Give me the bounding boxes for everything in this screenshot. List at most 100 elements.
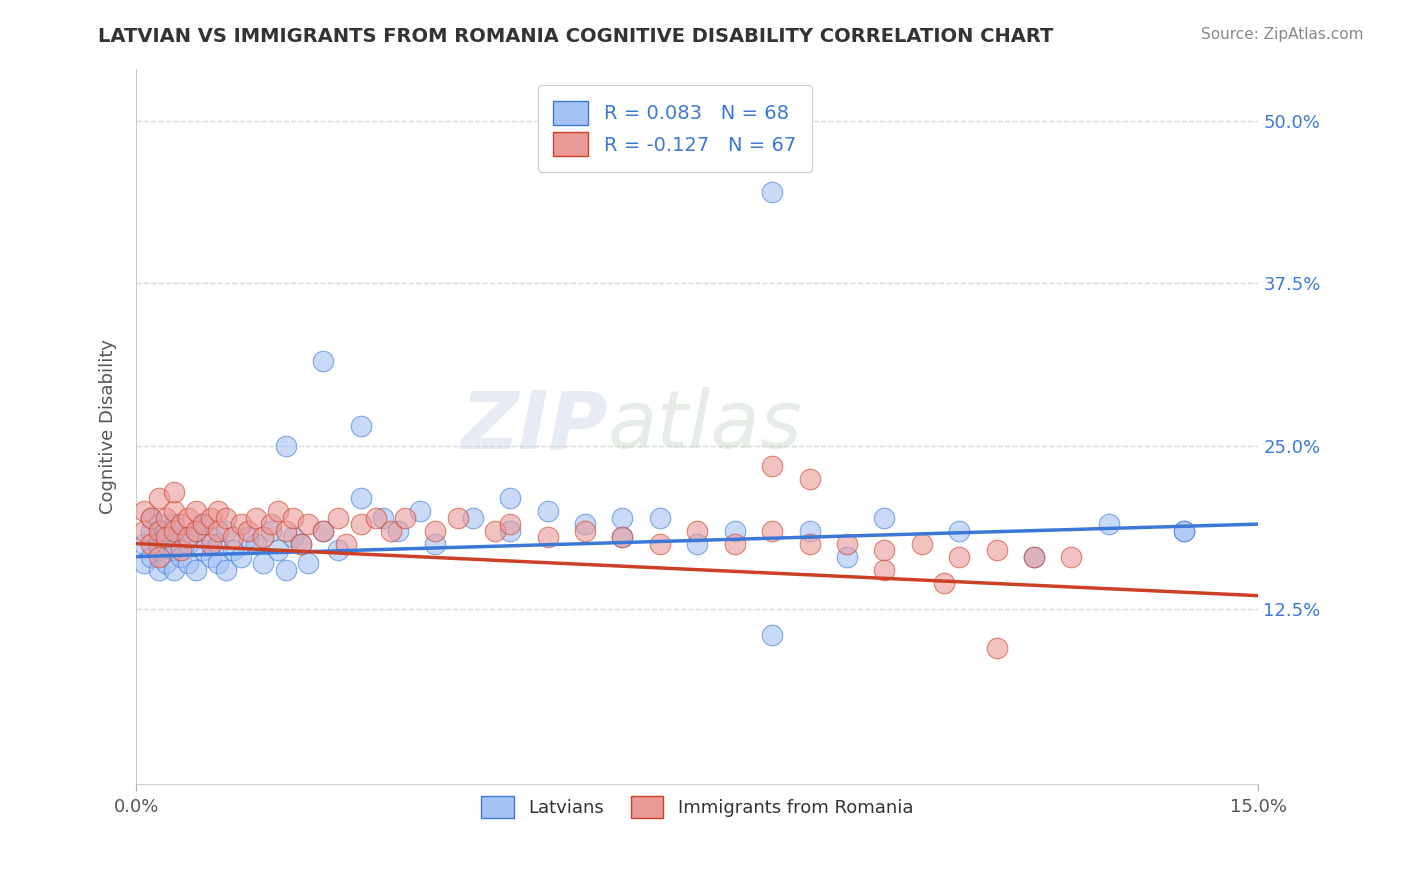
- Point: [724, 536, 747, 550]
- Point: [139, 510, 162, 524]
- Point: [215, 524, 238, 538]
- Legend: Latvians, Immigrants from Romania: Latvians, Immigrants from Romania: [474, 789, 921, 825]
- Point: [297, 556, 319, 570]
- Point: [934, 575, 956, 590]
- Point: [139, 536, 162, 550]
- Point: [207, 524, 229, 538]
- Point: [499, 491, 522, 505]
- Point: [326, 510, 349, 524]
- Point: [148, 491, 170, 505]
- Point: [245, 536, 267, 550]
- Point: [139, 510, 162, 524]
- Point: [761, 185, 783, 199]
- Y-axis label: Cognitive Disability: Cognitive Disability: [100, 339, 117, 514]
- Point: [267, 543, 290, 558]
- Point: [162, 504, 184, 518]
- Point: [1022, 549, 1045, 564]
- Point: [260, 517, 283, 532]
- Point: [222, 530, 245, 544]
- Point: [873, 543, 896, 558]
- Point: [873, 510, 896, 524]
- Point: [148, 549, 170, 564]
- Point: [447, 510, 470, 524]
- Point: [1173, 524, 1195, 538]
- Point: [155, 510, 177, 524]
- Point: [170, 530, 193, 544]
- Point: [245, 510, 267, 524]
- Point: [911, 536, 934, 550]
- Point: [986, 543, 1008, 558]
- Point: [761, 458, 783, 473]
- Text: atlas: atlas: [607, 387, 803, 466]
- Point: [686, 524, 709, 538]
- Point: [724, 524, 747, 538]
- Point: [132, 504, 155, 518]
- Point: [162, 543, 184, 558]
- Point: [290, 536, 312, 550]
- Point: [335, 536, 357, 550]
- Point: [252, 530, 274, 544]
- Point: [193, 517, 215, 532]
- Point: [148, 563, 170, 577]
- Point: [260, 524, 283, 538]
- Point: [170, 517, 193, 532]
- Point: [177, 510, 200, 524]
- Point: [155, 530, 177, 544]
- Point: [1098, 517, 1121, 532]
- Point: [326, 543, 349, 558]
- Point: [1022, 549, 1045, 564]
- Point: [155, 536, 177, 550]
- Point: [394, 510, 416, 524]
- Point: [162, 484, 184, 499]
- Point: [835, 536, 858, 550]
- Point: [425, 536, 447, 550]
- Point: [387, 524, 409, 538]
- Point: [229, 517, 252, 532]
- Point: [148, 524, 170, 538]
- Point: [132, 556, 155, 570]
- Point: [229, 549, 252, 564]
- Point: [274, 563, 297, 577]
- Point: [612, 530, 634, 544]
- Point: [283, 530, 305, 544]
- Point: [499, 517, 522, 532]
- Point: [297, 517, 319, 532]
- Point: [461, 510, 484, 524]
- Point: [349, 491, 371, 505]
- Point: [537, 530, 560, 544]
- Point: [184, 504, 207, 518]
- Point: [162, 517, 184, 532]
- Point: [349, 419, 371, 434]
- Point: [200, 510, 222, 524]
- Point: [1060, 549, 1083, 564]
- Point: [648, 536, 671, 550]
- Point: [290, 536, 312, 550]
- Point: [148, 530, 170, 544]
- Point: [193, 543, 215, 558]
- Point: [184, 563, 207, 577]
- Point: [799, 524, 821, 538]
- Point: [499, 524, 522, 538]
- Point: [537, 504, 560, 518]
- Point: [177, 556, 200, 570]
- Point: [986, 640, 1008, 655]
- Point: [238, 530, 260, 544]
- Point: [283, 510, 305, 524]
- Point: [200, 549, 222, 564]
- Point: [170, 549, 193, 564]
- Point: [177, 536, 200, 550]
- Point: [155, 524, 177, 538]
- Point: [686, 536, 709, 550]
- Point: [799, 471, 821, 485]
- Point: [312, 524, 335, 538]
- Text: ZIP: ZIP: [460, 387, 607, 466]
- Point: [799, 536, 821, 550]
- Point: [184, 524, 207, 538]
- Point: [648, 510, 671, 524]
- Point: [761, 524, 783, 538]
- Point: [267, 504, 290, 518]
- Text: Source: ZipAtlas.com: Source: ZipAtlas.com: [1201, 27, 1364, 42]
- Point: [139, 524, 162, 538]
- Point: [132, 524, 155, 538]
- Point: [948, 549, 970, 564]
